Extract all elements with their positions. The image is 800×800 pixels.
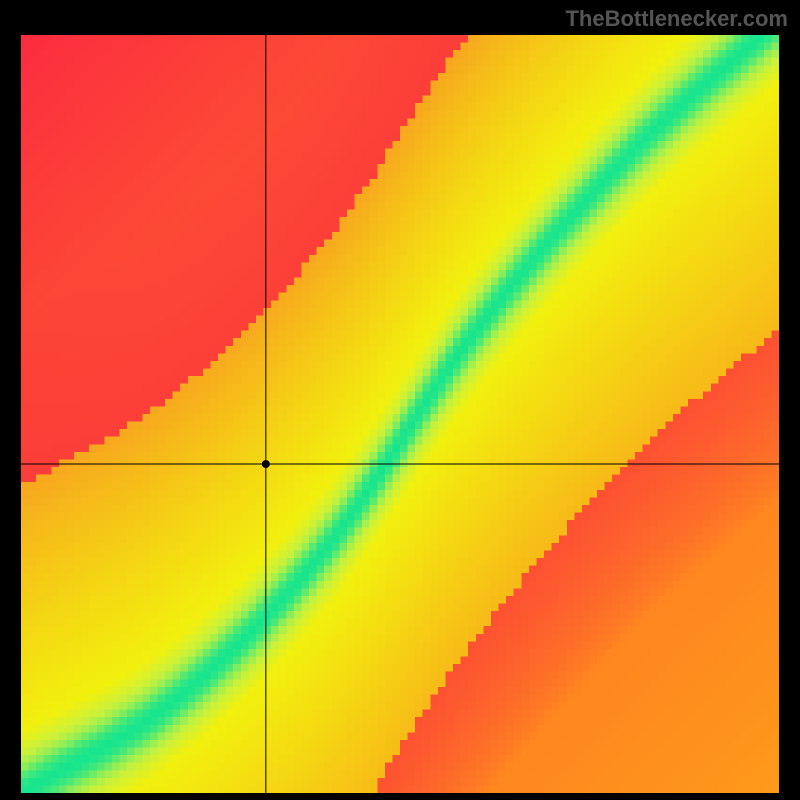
figure-container: TheBottlenecker.com [0, 0, 800, 800]
watermark-label: TheBottlenecker.com [565, 6, 788, 32]
bottleneck-heatmap [21, 35, 779, 793]
